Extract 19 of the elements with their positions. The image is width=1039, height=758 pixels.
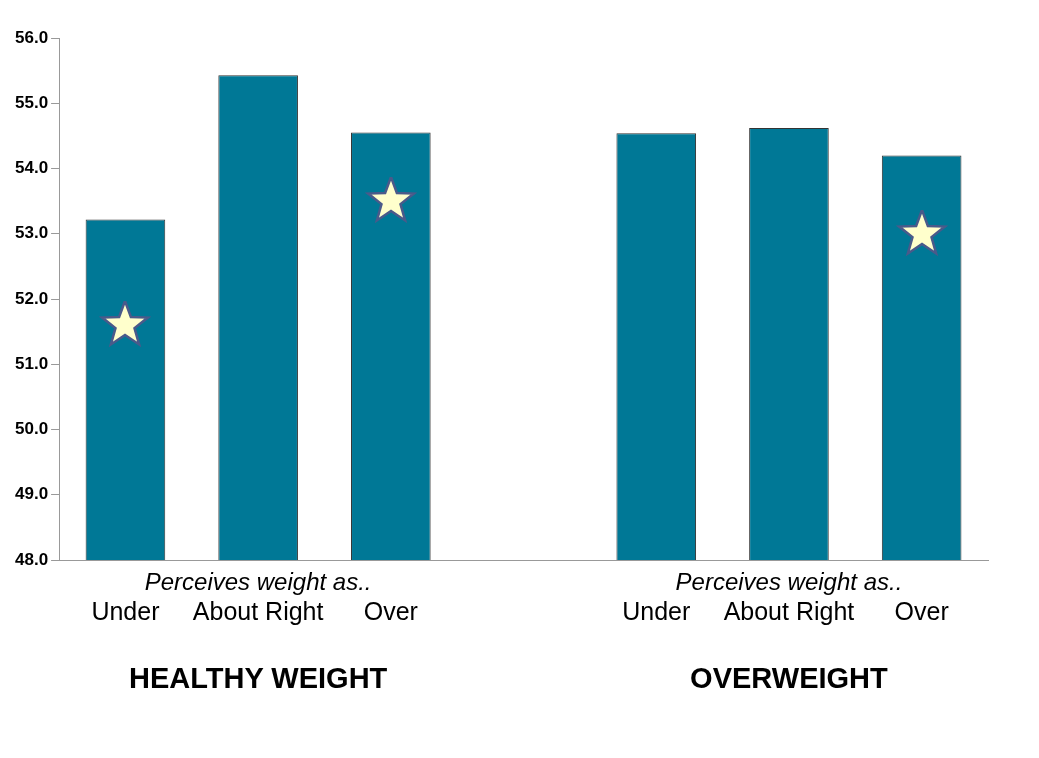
y-tick-label: 55.0 bbox=[14, 92, 49, 112]
y-tick-label: 48.0 bbox=[14, 549, 49, 569]
text: Perceives weight as.. bbox=[675, 568, 903, 595]
x-tick-label: Over bbox=[894, 596, 949, 625]
x-tick-label: About Right bbox=[192, 596, 324, 625]
y-tick-label: 51.0 bbox=[14, 353, 49, 373]
y-tick-label: 54.0 bbox=[14, 158, 49, 178]
x-tick-label: Over bbox=[363, 596, 418, 625]
x-tick-label: Under bbox=[622, 596, 691, 625]
y-tick-label: 53.0 bbox=[14, 223, 49, 243]
y-tick-label: 50.0 bbox=[14, 419, 49, 439]
y-tick-label: 49.0 bbox=[14, 484, 49, 504]
text: HEALTHY WEIGHT bbox=[128, 662, 388, 694]
y-tick-label: 52.0 bbox=[14, 288, 49, 308]
text: OVERWEIGHT bbox=[690, 662, 889, 694]
y-tick-label: 56.0 bbox=[14, 27, 49, 47]
x-tick-label: About Right bbox=[723, 596, 855, 625]
x-tick-label: Under bbox=[91, 596, 160, 625]
text: Perceives weight as.. bbox=[144, 568, 372, 595]
